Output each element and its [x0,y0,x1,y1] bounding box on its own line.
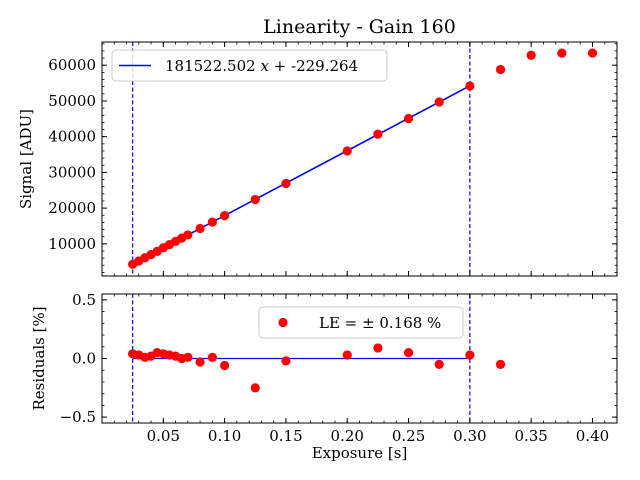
x-tick-label: 0.35 [514,427,547,445]
y-tick-label: 50000 [48,92,96,110]
chart-title: Linearity - Gain 160 [263,16,456,38]
data-point [434,97,444,107]
data-point [403,113,414,124]
data-point [403,348,414,358]
data-point [250,383,260,393]
x-tick-label: 0.30 [453,427,486,445]
x-tick-label: 0.05 [147,427,180,445]
bottom-legend-label: LE = ± 0.168 % [319,314,441,332]
x-tick-label: 0.15 [269,427,302,445]
x-tick-label: 0.10 [208,427,241,445]
data-point [183,352,193,362]
data-point [434,359,444,369]
legend-marker-swatch [278,317,288,328]
bottom-panel: −0.5 0.0 0.5 0.05 0.10 0.15 0.20 0.25 0.30 0.35 0.… [60,291,618,445]
top-legend-label: 181522.502 x + -229.264 [165,57,358,75]
y-tick-label: 20000 [48,199,96,217]
data-point [373,343,383,353]
x-axis-label: Exposure [s] [312,444,408,462]
x-tick-label: 0.25 [392,427,425,445]
data-point [281,178,291,189]
data-point [465,350,475,360]
y-tick-label: 0.0 [72,350,96,368]
data-point [557,48,567,58]
data-point [183,230,193,240]
top-panel: 10000 20000 30000 40000 50000 60000 181522.502… [48,41,618,277]
y-tick-label: 10000 [48,235,96,253]
data-point [195,223,205,234]
data-point [281,356,291,366]
data-point [220,360,230,371]
data-point [342,350,352,360]
y-tick-label: −0.5 [60,408,96,426]
x-tick-label: 0.20 [331,427,364,445]
y-tick-label: 0.5 [72,291,96,309]
data-point [465,81,475,91]
data-point [495,64,506,75]
data-point [587,48,598,58]
data-point [195,357,205,367]
data-point [342,146,352,156]
top-y-axis-label: Signal [ADU] [17,109,35,209]
data-point [250,194,260,205]
data-point [220,211,230,221]
data-point [526,50,536,60]
bottom-y-axis-label: Residuals [%] [30,306,48,410]
data-point [373,129,383,139]
y-tick-label: 40000 [48,128,96,146]
top-legend [111,49,388,82]
bottom-legend [258,306,464,339]
y-tick-label: 30000 [48,163,96,181]
data-point [207,352,217,362]
x-tick-label: 0.40 [576,427,609,445]
data-point [495,359,506,369]
data-point [207,217,217,227]
y-tick-label: 60000 [48,56,96,74]
